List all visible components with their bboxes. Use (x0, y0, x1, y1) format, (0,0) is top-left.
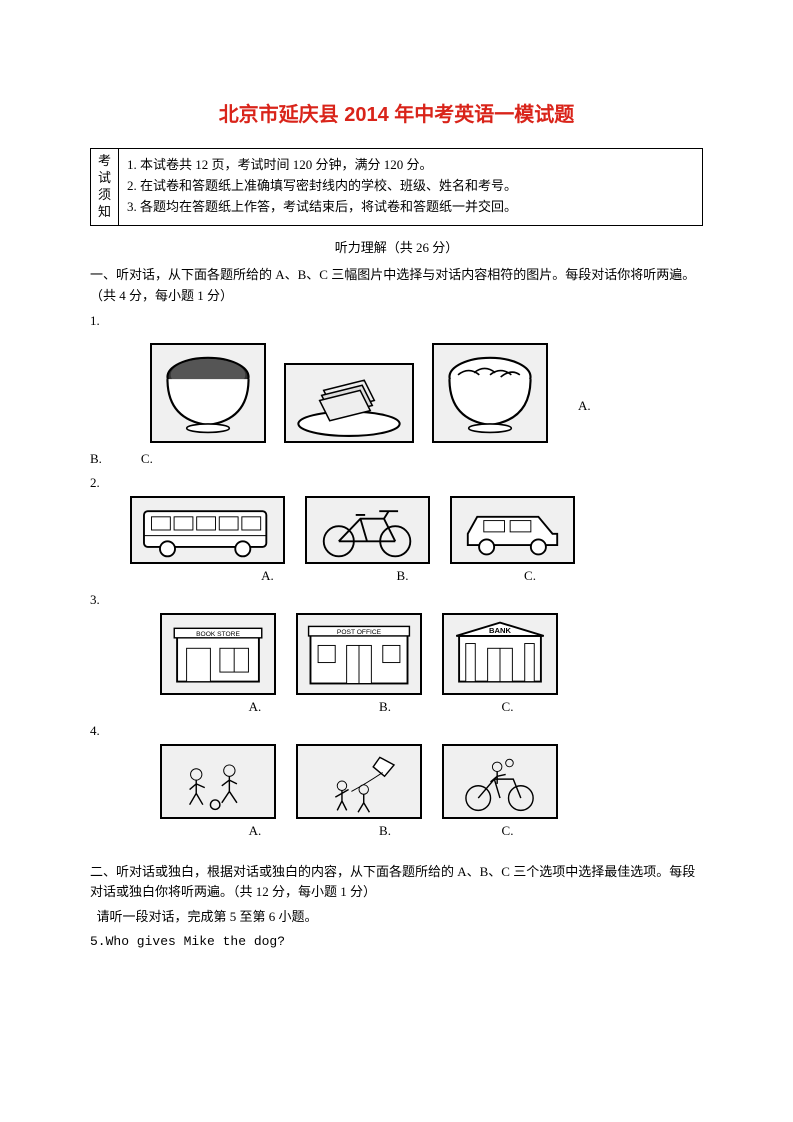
image-row: BOOK STORE POST OFFICE BANK (160, 613, 703, 695)
image-row (150, 338, 548, 443)
image-option-b (284, 363, 414, 443)
svg-text:BOOK STORE: BOOK STORE (196, 631, 240, 638)
notice-item: 3. 各题均在答题纸上作答，考试结束后，将试卷和答题纸一并交回。 (127, 197, 694, 218)
notice-char: 知 (98, 204, 111, 221)
bank-icon: BANK (444, 615, 556, 693)
option-label: B. (345, 566, 460, 586)
svg-text:BANK: BANK (489, 626, 511, 635)
q1-bc-labels: B. C. (90, 449, 703, 469)
image-option-a (130, 496, 285, 564)
option-label: A. (190, 697, 320, 717)
image-option-a (160, 744, 276, 819)
image-option-b (305, 496, 430, 564)
image-row (130, 496, 703, 564)
label-row: A. B. C. (190, 821, 703, 841)
label-row: A. B. C. (190, 697, 703, 717)
option-label: C. (460, 566, 600, 586)
image-option-c (432, 343, 548, 443)
soccer-icon (162, 746, 274, 817)
image-option-b (296, 744, 422, 819)
notice-label: 考 试 须 知 (91, 149, 119, 225)
question-5: 5.Who gives Mike the dog? (90, 932, 703, 952)
option-label: C. (450, 821, 565, 841)
option-label: B. (320, 697, 450, 717)
question-number: 1. (90, 311, 703, 331)
notice-item: 1. 本试卷共 12 页，考试时间 120 分钟，满分 120 分。 (127, 155, 694, 176)
option-label: B. (320, 821, 450, 841)
svg-text:POST OFFICE: POST OFFICE (337, 629, 382, 636)
image-option-c: BANK (442, 613, 558, 695)
bicycle-icon (307, 498, 428, 562)
bowl-rice-icon (152, 345, 264, 441)
notice-item: 2. 在试卷和答题纸上准确填写密封线内的学校、班级、姓名和考号。 (127, 176, 694, 197)
listening-header: 听力理解（共 26 分） (90, 238, 703, 258)
option-label: A. (190, 821, 320, 841)
postoffice-icon: POST OFFICE (298, 615, 420, 693)
option-label: C. (450, 697, 565, 717)
image-option-c (450, 496, 575, 564)
notice-char: 须 (98, 187, 111, 204)
car-icon (452, 498, 573, 562)
image-option-a (150, 343, 266, 443)
cycling-icon (444, 746, 556, 817)
label-row: A. B. C. (190, 566, 703, 586)
kite-icon (298, 746, 420, 817)
image-option-c (442, 744, 558, 819)
option-label: A. (190, 566, 345, 586)
notice-box: 考 试 须 知 1. 本试卷共 12 页，考试时间 120 分钟，满分 120 … (90, 148, 703, 226)
notice-char: 试 (98, 170, 111, 187)
image-option-b: POST OFFICE (296, 613, 422, 695)
bowl-noodles-icon (434, 345, 546, 441)
image-option-a: BOOK STORE (160, 613, 276, 695)
question-number: 3. (90, 590, 703, 610)
question-number: 2. (90, 473, 703, 493)
option-label-a: A. (578, 396, 591, 416)
bookstore-icon: BOOK STORE (162, 615, 274, 693)
notice-content: 1. 本试卷共 12 页，考试时间 120 分钟，满分 120 分。 2. 在试… (119, 149, 702, 225)
section1-instruction: 一、听对话，从下面各题所给的 A、B、C 三幅图片中选择与对话内容相符的图片。每… (90, 265, 703, 307)
sandwich-icon (286, 365, 412, 441)
image-row (160, 744, 703, 819)
bus-icon (132, 498, 283, 562)
question-number: 4. (90, 721, 703, 741)
page-title: 北京市延庆县 2014 年中考英语一模试题 (90, 100, 703, 130)
section2-instruction: 二、听对话或独白，根据对话或独白的内容，从下面各题所给的 A、B、C 三个选项中… (90, 862, 703, 904)
notice-char: 考 (98, 153, 111, 170)
section2-sub: 请听一段对话，完成第 5 至第 6 小题。 (90, 907, 703, 928)
